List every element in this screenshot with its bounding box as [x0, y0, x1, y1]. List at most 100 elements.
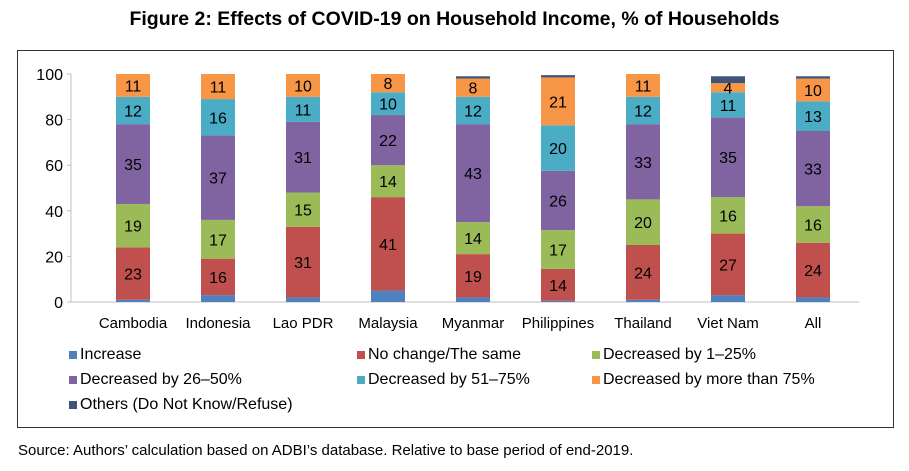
legend-label: No change/The same: [368, 346, 521, 363]
data-label: 27: [719, 257, 737, 274]
data-label: 11: [125, 78, 142, 95]
bar-segment: [796, 76, 830, 79]
bar-segment: [456, 76, 490, 79]
x-tick-label: Viet Nam: [697, 315, 758, 332]
bar-segment: [286, 297, 320, 302]
x-tick-label: Thailand: [614, 315, 672, 332]
bar-segment: [116, 124, 150, 204]
bar-segment: [286, 74, 320, 97]
data-label: 35: [719, 150, 737, 167]
x-tick-label: Indonesia: [185, 315, 251, 332]
data-label: 14: [379, 174, 397, 191]
x-tick-label: Lao PDR: [273, 315, 334, 332]
data-label: 33: [634, 155, 652, 172]
legend-swatch: [592, 376, 600, 384]
legend-label: Increase: [80, 346, 142, 363]
data-label: 17: [209, 232, 227, 249]
bar-segment: [456, 124, 490, 223]
data-label: 12: [124, 103, 142, 120]
bar-segment: [456, 297, 490, 302]
y-tick-label: 20: [45, 249, 63, 266]
bar-segment: [541, 300, 575, 302]
bar-segment: [626, 199, 660, 245]
data-label: 17: [549, 243, 567, 260]
bar-segment: [456, 78, 490, 97]
data-label: 10: [804, 83, 822, 100]
legend-item: Decreased by 26–50%: [69, 371, 242, 389]
bar-segment: [796, 131, 830, 207]
legend-label: Decreased by 1–25%: [603, 346, 756, 363]
bar-segment: [541, 77, 575, 126]
bar-segment: [796, 206, 830, 243]
data-label: 19: [464, 269, 482, 286]
data-label: 26: [549, 194, 567, 211]
legend-swatch: [357, 351, 365, 359]
bar-segment: [371, 290, 405, 302]
data-label: 16: [719, 208, 737, 225]
data-label: 11: [720, 98, 737, 115]
data-label: 14: [549, 278, 567, 295]
bar-segment: [711, 117, 745, 198]
legend-item: Decreased by 1–25%: [592, 346, 756, 364]
bar-segment: [711, 83, 745, 93]
bar-segment: [456, 222, 490, 255]
data-label: 11: [295, 102, 312, 119]
bar-segment: [626, 245, 660, 300]
bar-segment: [201, 258, 235, 296]
bar-segment: [116, 96, 150, 125]
bar-segment: [371, 74, 405, 93]
legend-item: Others (Do Not Know/Refuse): [69, 396, 293, 414]
bar-segment: [201, 295, 235, 302]
legend-label: Decreased by 51–75%: [368, 371, 530, 388]
data-label: 35: [124, 157, 142, 174]
bar-segment: [286, 192, 320, 227]
stacked-bar-chart: 0 20 40 60 80 100 23 19 35 12 11 Cambodia 16 17 37 16 11…: [36, 67, 859, 332]
legend-item: Increase: [69, 346, 141, 364]
chart-frame: 0 20 40 60 80 100 23 19 35 12 11 Cambodia 16 17 37 16 11…: [17, 50, 894, 428]
data-label: 12: [464, 103, 482, 120]
bar-segment: [541, 125, 575, 171]
x-tick-label: Cambodia: [99, 315, 168, 332]
data-label: 10: [294, 78, 312, 95]
data-label: 11: [210, 80, 227, 97]
data-label: 8: [384, 76, 393, 93]
data-label: 37: [209, 171, 227, 188]
bar-segment: [541, 170, 575, 231]
data-label: 31: [294, 255, 312, 272]
legend-label: Decreased by more than 75%: [603, 371, 815, 388]
y-tick-label: 80: [45, 113, 63, 130]
bar-segment: [371, 92, 405, 116]
data-label: 11: [635, 78, 652, 95]
data-label: 22: [379, 133, 397, 150]
bar-segment: [201, 99, 235, 136]
bar-segment: [286, 121, 320, 193]
legend-swatch: [69, 351, 77, 359]
x-tick-label: Philippines: [522, 315, 595, 332]
bar-segment: [371, 197, 405, 291]
legend-item: Decreased by more than 75%: [592, 371, 815, 389]
bar-segment: [456, 254, 490, 298]
y-tick-label: 40: [45, 204, 63, 221]
bar-segment: [796, 101, 830, 131]
y-tick-label: 0: [54, 295, 63, 312]
bar-segment: [626, 96, 660, 125]
bar-segment: [541, 268, 575, 301]
bar-segment: [626, 74, 660, 97]
x-tick-label: All: [805, 315, 822, 332]
legend-swatch: [357, 376, 365, 384]
bar-segment: [711, 76, 745, 84]
bar-segment: [116, 247, 150, 300]
bar-segment: [201, 219, 235, 259]
data-label: 20: [634, 215, 652, 232]
x-tick-label: Myanmar: [442, 315, 505, 332]
data-label: 33: [804, 162, 822, 179]
bar-segment: [201, 74, 235, 100]
legend-label: Others (Do Not Know/Refuse): [80, 396, 293, 413]
legend-item: Decreased by 51–75%: [357, 371, 530, 389]
bar-segment: [626, 299, 660, 302]
y-tick-label: 60: [45, 158, 63, 175]
bar-segment: [286, 96, 320, 122]
bar-segment: [541, 75, 575, 78]
bar-segment: [116, 74, 150, 97]
data-label: 16: [804, 217, 822, 234]
